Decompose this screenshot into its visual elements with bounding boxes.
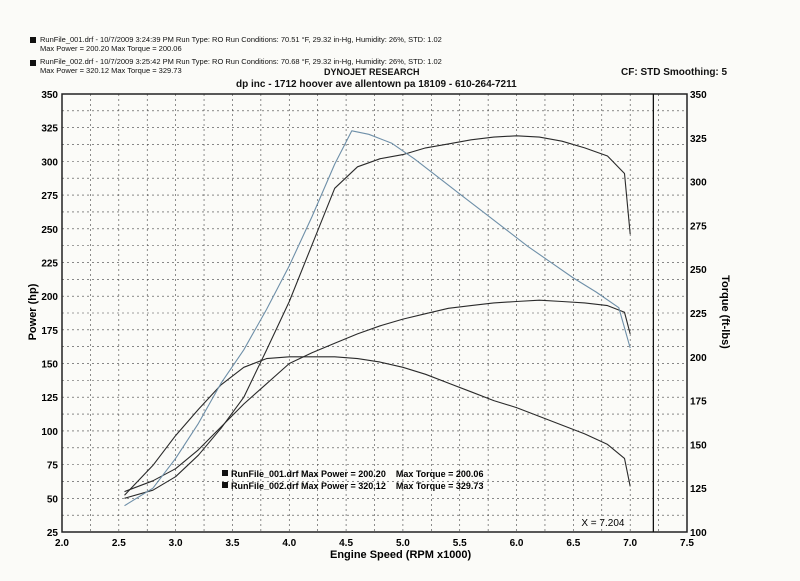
chart-title: DYNOJET RESEARCH <box>324 67 420 77</box>
y-right-axis-label: Torque (ft-lbs) <box>719 275 731 349</box>
x-tick-label: 3.5 <box>226 538 240 549</box>
y-left-tick-label: 250 <box>41 225 58 236</box>
legend-marker-1 <box>222 470 228 476</box>
x-tick-label: 2.0 <box>55 538 69 549</box>
run1-info-line2: Max Power = 200.20 Max Torque = 200.06 <box>40 44 182 53</box>
x-tick-label: 6.0 <box>510 538 524 549</box>
y-right-tick-label: 300 <box>690 178 707 189</box>
run1-info: RunFile_001.drf - 10/7/2009 3:24:39 PM R… <box>40 35 442 53</box>
y-left-tick-label: 150 <box>41 360 58 371</box>
y-left-tick-label: 175 <box>41 326 58 337</box>
y-left-tick-label: 225 <box>41 258 58 269</box>
y-left-tick-label: 200 <box>41 292 58 303</box>
run2-info: RunFile_002.drf - 10/7/2009 3:25:42 PM R… <box>40 57 442 75</box>
y-right-tick-label: 275 <box>690 221 707 232</box>
y-right-tick-label: 325 <box>690 134 707 145</box>
x-tick-label: 4.0 <box>282 538 296 549</box>
x-tick-labels: 2.0 2.5 3.0 3.5 4.0 4.5 5.0 5.5 6.0 6.5 7.0 7.5 <box>55 538 694 549</box>
y-right-tick-labels: 100 125 150 175 200 225 250 275 300 325 350 <box>690 90 707 539</box>
y-right-tick-label: 200 <box>690 353 707 364</box>
y-left-tick-label: 100 <box>41 427 58 438</box>
x-tick-label: 5.0 <box>396 538 410 549</box>
y-right-tick-label: 150 <box>690 440 707 451</box>
series-line-run1-power <box>124 299 631 493</box>
y-right-tick-label: 225 <box>690 309 707 320</box>
run1-marker <box>30 37 36 43</box>
plot-frame <box>61 93 688 533</box>
legend-marker-2 <box>222 482 228 488</box>
series-line-run2-power <box>124 135 631 499</box>
x-tick-label: 7.5 <box>680 538 694 549</box>
grid <box>62 94 687 532</box>
legend-entry-2: RunFile_002.drf Max Power = 320.12 Max T… <box>231 481 483 491</box>
y-left-tick-label: 275 <box>41 191 58 202</box>
settings-label: CF: STD Smoothing: 5 <box>621 67 728 78</box>
series-lines <box>124 130 631 507</box>
y-left-tick-labels: 25 50 75 100 125 150 175 200 225 250 275 300 325 350 <box>41 90 58 539</box>
y-left-tick-label: 50 <box>47 494 59 505</box>
cursor-label: X = 7.204 <box>581 518 625 529</box>
run2-info-line2: Max Power = 320.12 Max Torque = 329.73 <box>40 66 182 75</box>
run2-marker <box>30 60 36 66</box>
chart-subtitle: dp inc - 1712 hoover ave allentown pa 18… <box>236 79 517 90</box>
y-right-tick-label: 250 <box>690 265 707 276</box>
series-line-run2-torque <box>124 130 631 507</box>
y-right-tick-label: 350 <box>690 90 707 101</box>
x-tick-label: 5.5 <box>453 538 467 549</box>
y-left-tick-label: 75 <box>47 461 59 472</box>
y-left-tick-label: 125 <box>41 393 58 404</box>
x-tick-label: 3.0 <box>169 538 183 549</box>
y-right-tick-label: 100 <box>690 528 707 539</box>
x-tick-label: 2.5 <box>112 538 126 549</box>
x-tick-label: 7.0 <box>623 538 637 549</box>
legend-entry-1: RunFile_001.drf Max Power = 200.20 Max T… <box>231 469 483 479</box>
y-left-tick-label: 300 <box>41 157 58 168</box>
y-left-tick-label: 25 <box>47 528 59 539</box>
y-left-tick-label: 350 <box>41 90 58 101</box>
y-right-tick-label: 175 <box>690 397 707 408</box>
y-left-axis-label: Power (hp) <box>27 283 39 340</box>
y-left-tick-label: 325 <box>41 124 58 135</box>
x-axis-label: Engine Speed (RPM x1000) <box>330 549 472 561</box>
x-tick-label: 6.5 <box>566 538 580 549</box>
run1-info-line1: RunFile_001.drf - 10/7/2009 3:24:39 PM R… <box>40 35 442 44</box>
run2-info-line1: RunFile_002.drf - 10/7/2009 3:25:42 PM R… <box>40 57 442 66</box>
y-right-tick-label: 125 <box>690 484 707 495</box>
x-tick-label: 4.5 <box>339 538 353 549</box>
